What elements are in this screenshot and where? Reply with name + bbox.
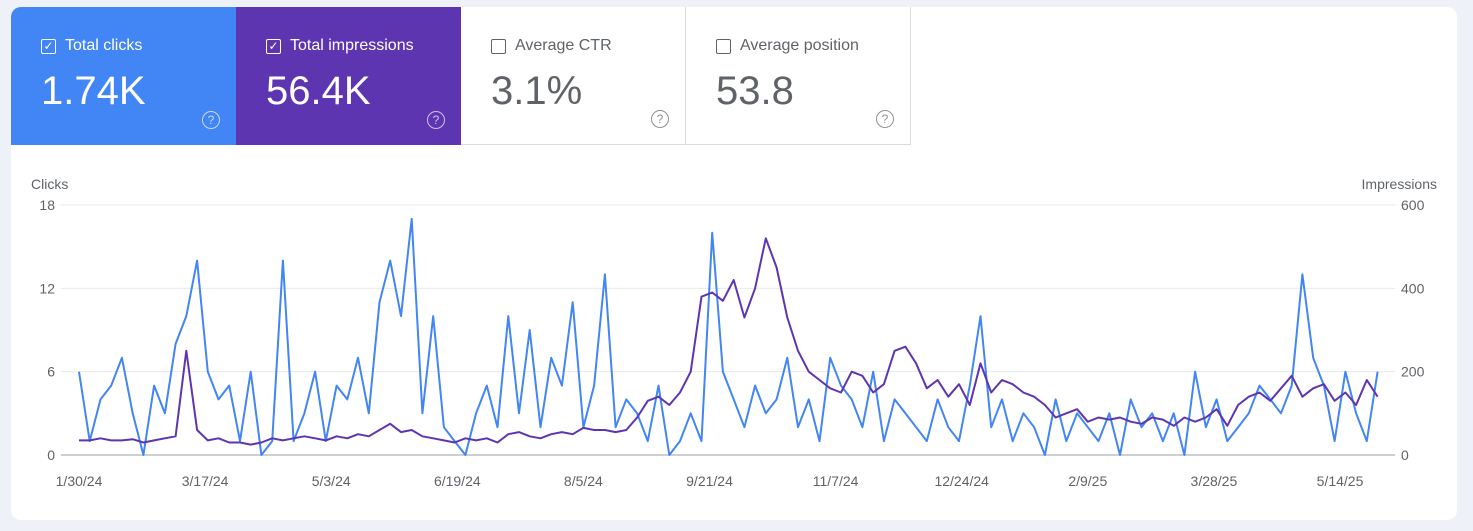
right-tick-label: 200 [1401, 364, 1425, 380]
checkbox-checked-icon[interactable]: ✓ [41, 38, 56, 54]
help-icon[interactable]: ? [876, 110, 894, 128]
x-tick-label: 6/19/24 [434, 473, 481, 489]
metric-label-row: ✓ Total impressions [266, 37, 414, 55]
x-tick-label: 9/21/24 [686, 473, 733, 489]
right-tick-label: 400 [1401, 280, 1425, 296]
metric-label: Average position [740, 37, 859, 54]
x-tick-label: 3/17/24 [182, 473, 229, 489]
metric-tile-total-impressions[interactable]: ✓ Total impressions 56.4K ? [236, 7, 461, 145]
metric-label-row: Average CTR [491, 37, 612, 55]
clicks-line [78, 217, 1379, 456]
x-tick-label: 1/30/24 [56, 473, 103, 489]
left-tick-label: 18 [39, 197, 55, 213]
right-tick-label: 600 [1401, 197, 1425, 213]
left-tick-label: 0 [47, 447, 55, 463]
metric-tile-average-ctr[interactable]: Average CTR 3.1% ? [461, 7, 686, 145]
x-tick-label: 5/14/25 [1317, 473, 1364, 489]
metric-tile-average-position[interactable]: Average position 53.8 ? [686, 7, 911, 145]
metric-value: 53.8 [716, 69, 794, 113]
help-icon[interactable]: ? [202, 111, 220, 129]
performance-chart[interactable]: 0 6 12 18 0 200 400 600 1/30/24 3/17/24 5/3/24 6/19… [11, 7, 1457, 520]
x-tick-label: 11/7/24 [813, 473, 859, 489]
left-axis-title: Clicks [31, 176, 69, 192]
metric-value: 56.4K [266, 69, 371, 113]
metric-tile-total-clicks[interactable]: ✓ Total clicks 1.74K ? [11, 7, 236, 145]
x-tick-label: 8/5/24 [564, 473, 603, 489]
right-axis-title: Impressions [1361, 176, 1437, 192]
checkbox-unchecked-icon[interactable] [491, 38, 506, 54]
metric-label: Average CTR [515, 37, 612, 54]
impressions-line [79, 237, 1379, 446]
metric-label-row: ✓ Total clicks [41, 37, 142, 55]
x-tick-label: 5/3/24 [312, 473, 351, 489]
right-tick-label: 0 [1401, 447, 1409, 463]
x-tick-label: 12/24/24 [934, 473, 989, 489]
left-tick-label: 6 [47, 364, 55, 380]
help-icon[interactable]: ? [651, 110, 669, 128]
checkbox-checked-icon[interactable]: ✓ [266, 38, 281, 54]
left-tick-label: 12 [39, 280, 55, 296]
metric-value: 1.74K [41, 69, 146, 113]
metric-label-row: Average position [716, 37, 859, 55]
checkbox-unchecked-icon[interactable] [716, 38, 731, 54]
help-icon[interactable]: ? [427, 111, 445, 129]
x-tick-label: 3/28/25 [1191, 473, 1238, 489]
performance-card: ✓ Total clicks 1.74K ? ✓ Total impressions… [11, 7, 1457, 520]
metric-label: Total impressions [290, 37, 414, 54]
metric-label: Total clicks [65, 37, 143, 54]
x-tick-label: 2/9/25 [1068, 473, 1107, 489]
metric-value: 3.1% [491, 69, 583, 113]
